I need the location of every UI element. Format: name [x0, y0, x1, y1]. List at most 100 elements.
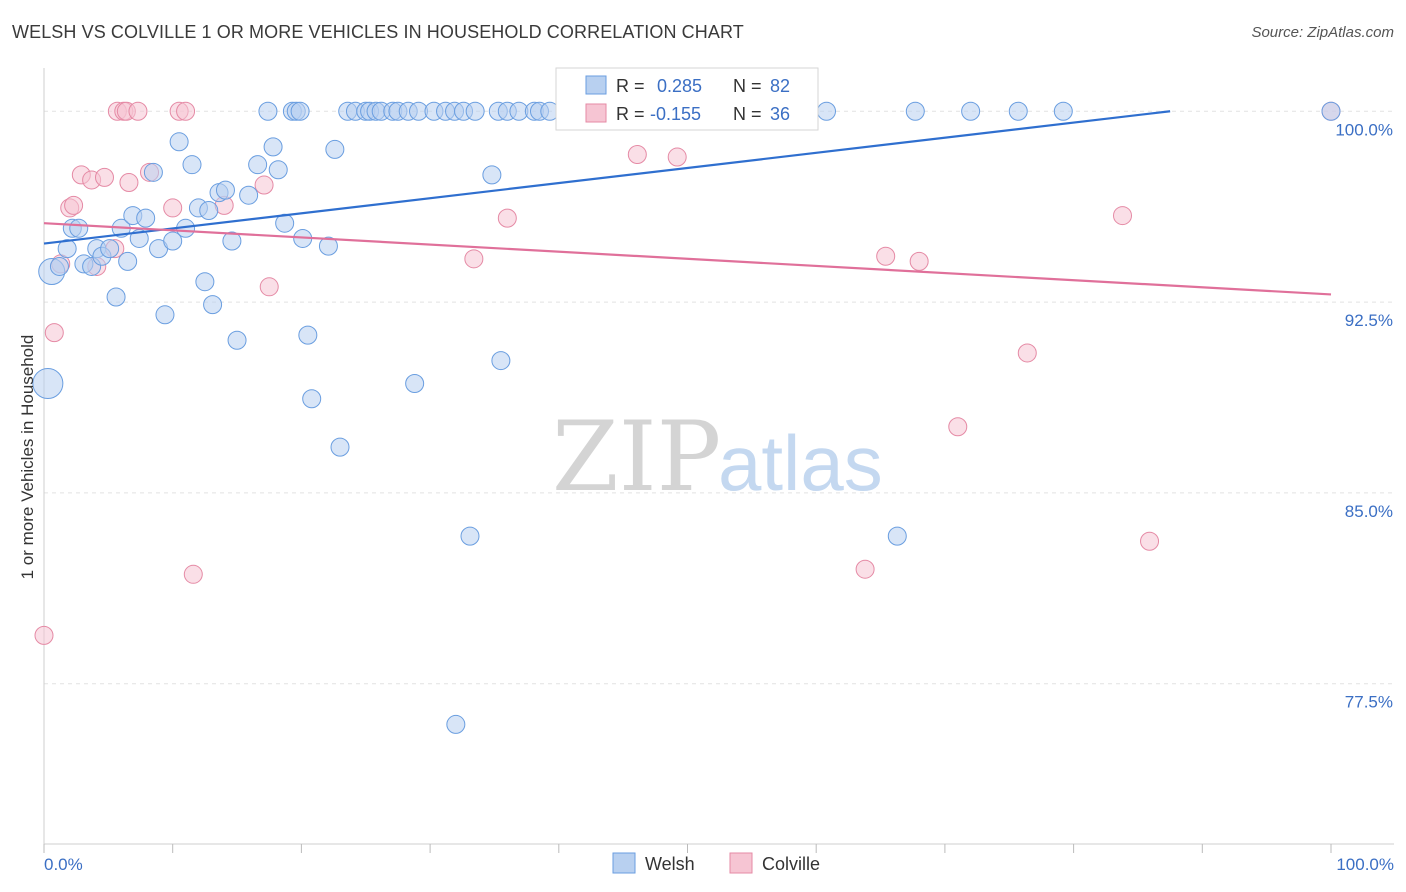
- y-tick-label: 92.5%: [1345, 311, 1393, 330]
- colville-trend-line: [43, 222, 1332, 296]
- colville-point: [909, 251, 929, 271]
- colville-points: [34, 101, 1341, 645]
- colville-point: [948, 417, 968, 437]
- welsh-point: [106, 287, 126, 307]
- welsh-swatch: [585, 75, 607, 95]
- welsh-point: [961, 101, 981, 121]
- welsh-point: [905, 101, 925, 121]
- welsh-n-label: N =: [733, 76, 762, 96]
- colville-point: [259, 277, 279, 297]
- colville-point: [128, 101, 148, 121]
- welsh-point: [1321, 101, 1341, 121]
- welsh-n-value: 82: [770, 76, 790, 96]
- welsh-trend-line: [43, 110, 1171, 245]
- stats-legend: R = 0.285 N = 82 R = -0.155 N = 36: [555, 67, 819, 131]
- colville-swatch: [585, 103, 607, 123]
- welsh-point: [143, 162, 163, 182]
- welsh-point: [318, 236, 338, 256]
- colville-r-label: R =: [616, 104, 645, 124]
- colville-point: [176, 101, 196, 121]
- colville-point: [64, 195, 84, 215]
- welsh-point: [446, 714, 466, 734]
- welsh-point: [1008, 101, 1028, 121]
- welsh-point: [169, 132, 189, 152]
- colville-point: [34, 625, 54, 645]
- welsh-point: [258, 101, 278, 121]
- welsh-point: [482, 165, 502, 185]
- legend-welsh-swatch: [612, 852, 636, 874]
- welsh-point: [227, 330, 247, 350]
- colville-point: [1140, 531, 1160, 551]
- welsh-point: [325, 139, 345, 159]
- colville-n-value: 36: [770, 104, 790, 124]
- welsh-point: [330, 437, 350, 457]
- y-tick-label: 77.5%: [1345, 693, 1393, 712]
- welsh-point: [57, 239, 77, 259]
- welsh-r-label: R =: [616, 76, 645, 96]
- colville-r-value: -0.155: [650, 104, 701, 124]
- colville-point: [1113, 206, 1133, 226]
- welsh-point: [215, 180, 235, 200]
- welsh-point: [136, 208, 156, 228]
- legend-colville-label: Colville: [762, 854, 820, 874]
- welsh-point: [298, 325, 318, 345]
- watermark-zip: ZIP: [552, 401, 721, 513]
- chart-title: WELSH VS COLVILLE 1 OR MORE VEHICLES IN …: [12, 22, 744, 42]
- colville-point: [667, 147, 687, 167]
- welsh-point: [32, 367, 64, 399]
- colville-n-label: N =: [733, 104, 762, 124]
- y-tick-labels: 100.0% 92.5% 85.0% 77.5%: [1335, 120, 1393, 711]
- welsh-point: [69, 218, 89, 238]
- colville-point: [254, 175, 274, 195]
- x-tick-label-min: 0.0%: [44, 855, 83, 874]
- welsh-point: [182, 155, 202, 175]
- x-ticks: [43, 844, 1332, 853]
- welsh-point: [263, 137, 283, 157]
- welsh-point: [100, 239, 120, 259]
- colville-point: [855, 559, 875, 579]
- welsh-point: [248, 155, 268, 175]
- welsh-point: [405, 373, 425, 393]
- welsh-point: [290, 101, 310, 121]
- welsh-point: [199, 200, 219, 220]
- series-legend: Welsh Colville: [612, 852, 820, 874]
- welsh-point: [460, 526, 480, 546]
- welsh-point: [155, 305, 175, 325]
- trend-lines: [43, 110, 1332, 296]
- colville-point: [876, 246, 896, 266]
- colville-point: [497, 208, 517, 228]
- colville-point: [183, 564, 203, 584]
- y-axis-title: 1 or more Vehicles in Household: [18, 335, 37, 580]
- y-tick-label: 85.0%: [1345, 502, 1393, 521]
- welsh-point: [163, 231, 183, 251]
- welsh-point: [268, 160, 288, 180]
- welsh-point: [1053, 101, 1073, 121]
- welsh-point: [465, 101, 485, 121]
- colville-point: [464, 249, 484, 269]
- welsh-point: [887, 526, 907, 546]
- welsh-point: [195, 272, 215, 292]
- y-tick-label: 100.0%: [1335, 120, 1393, 139]
- welsh-r-value: 0.285: [657, 76, 702, 96]
- colville-point: [94, 167, 114, 187]
- source-label: Source: ZipAtlas.com: [1251, 24, 1394, 41]
- x-tick-label-max: 100.0%: [1336, 855, 1394, 874]
- colville-point: [119, 172, 139, 192]
- welsh-point: [49, 256, 69, 276]
- welsh-point: [816, 101, 836, 121]
- welsh-point: [222, 231, 242, 251]
- legend-colville-swatch: [729, 852, 753, 874]
- welsh-point: [118, 251, 138, 271]
- watermark-atlas: atlas: [718, 419, 883, 507]
- welsh-points: [32, 101, 1341, 734]
- colville-point: [163, 198, 183, 218]
- watermark: ZIP atlas: [552, 401, 883, 513]
- welsh-point: [491, 351, 511, 371]
- welsh-point: [239, 185, 259, 205]
- legend-welsh-label: Welsh: [645, 854, 695, 874]
- colville-point: [627, 145, 647, 165]
- welsh-point: [302, 389, 322, 409]
- colville-point: [44, 323, 64, 343]
- welsh-point: [203, 295, 223, 315]
